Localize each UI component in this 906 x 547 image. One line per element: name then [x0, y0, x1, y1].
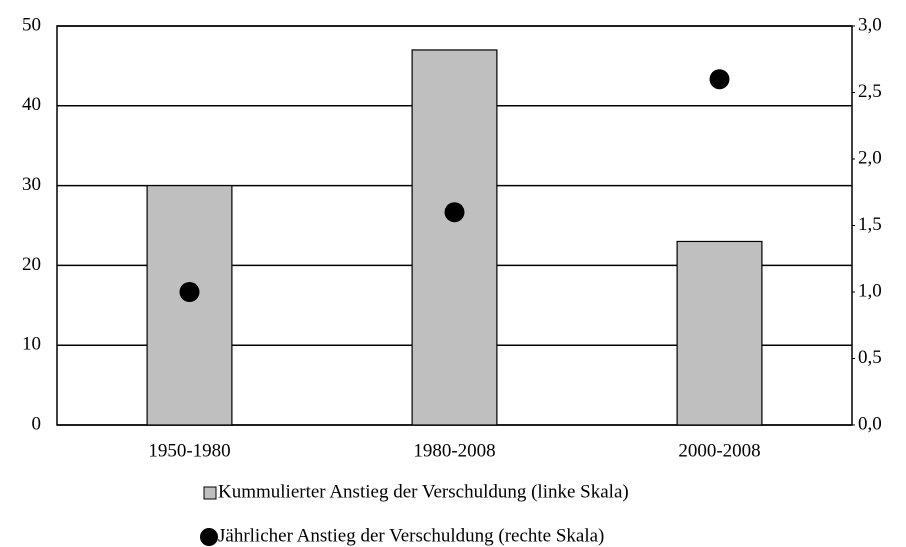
legend-label: Jährlicher Anstieg der Verschuldung (rec…: [218, 525, 604, 546]
dot: [444, 202, 465, 223]
y2-tick-label: 0,5: [858, 347, 882, 368]
y-tick-label: 40: [22, 94, 41, 115]
y-tick-label: 20: [22, 254, 41, 275]
legend-swatch: [200, 528, 218, 546]
bar: [411, 49, 498, 426]
dot: [179, 282, 200, 302]
y-tick-label: 30: [22, 174, 41, 195]
dot: [709, 69, 730, 90]
y2-tick-label: 2,5: [858, 81, 882, 102]
y2-tick-label: 3,0: [858, 14, 882, 35]
bar: [676, 240, 763, 426]
y2-tick-label: 1,0: [858, 280, 882, 301]
x-tick-label: 1950-1980: [148, 440, 230, 461]
legend-swatch: [203, 486, 217, 500]
y-tick-label: 10: [22, 334, 41, 355]
y2-tick-label: 0,0: [858, 413, 882, 434]
y-tick-label: 50: [22, 14, 41, 35]
legend-label: Kummulierter Anstieg der Verschuldung (l…: [218, 481, 629, 502]
y-tick-label: 0: [32, 413, 42, 434]
bar: [146, 185, 233, 426]
y2-tick-label: 2,0: [858, 147, 882, 168]
x-tick-label: 2000-2008: [678, 440, 760, 461]
x-tick-label: 1980-2008: [413, 440, 495, 461]
y2-tick-label: 1,5: [858, 214, 882, 235]
